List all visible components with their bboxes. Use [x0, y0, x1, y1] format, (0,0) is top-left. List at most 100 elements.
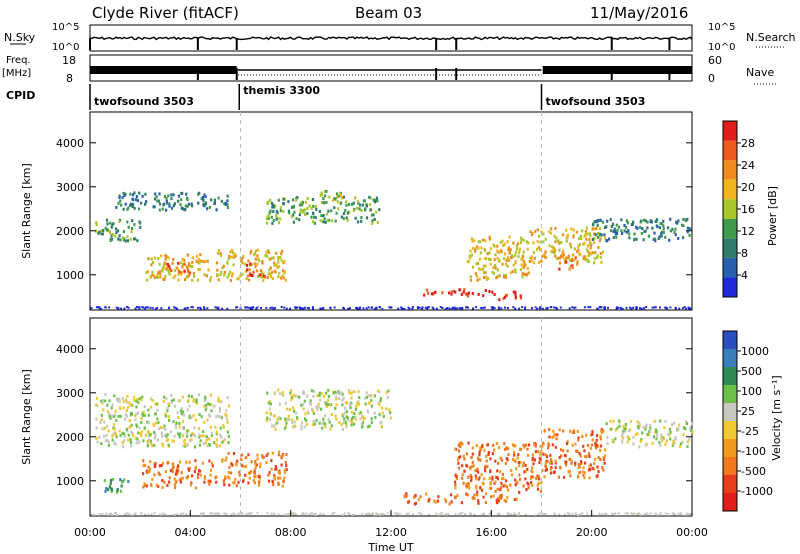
heatmap-cell	[592, 228, 594, 231]
heatmap-cell	[251, 274, 253, 277]
heatmap-cell	[178, 422, 180, 425]
heatmap-cell	[132, 193, 134, 196]
heatmap-cell	[521, 263, 523, 266]
heatmap-cell	[149, 460, 151, 463]
heatmap-cell	[334, 407, 336, 410]
heatmap-cell	[502, 485, 504, 488]
freq-unit: [MHz]	[2, 68, 31, 79]
heatmap-cell	[266, 392, 268, 395]
heatmap-cell	[266, 454, 268, 457]
heatmap-cell	[454, 496, 456, 499]
ground-scatter-cell	[231, 513, 233, 515]
heatmap-cell	[288, 418, 290, 421]
heatmap-cell	[534, 230, 536, 233]
ground-scatter-cell	[667, 514, 669, 516]
heatmap-cell	[163, 396, 165, 399]
heatmap-cell	[585, 232, 587, 235]
ground-scatter-cell	[518, 308, 520, 310]
heatmap-cell	[381, 425, 383, 428]
heatmap-cell	[577, 260, 579, 263]
heatmap-cell	[188, 262, 190, 265]
heatmap-cell	[510, 271, 512, 274]
heatmap-cell	[111, 434, 113, 437]
heatmap-cell	[126, 395, 128, 398]
heatmap-cell	[489, 258, 491, 261]
heatmap-cell	[554, 227, 556, 230]
heatmap-cell	[210, 426, 212, 429]
heatmap-cell	[548, 428, 550, 431]
heatmap-cell	[153, 275, 155, 278]
heatmap-cell	[244, 474, 246, 477]
heatmap-cell	[292, 406, 294, 409]
heatmap-cell	[202, 430, 204, 433]
heatmap-cell	[454, 487, 456, 490]
ground-scatter-cell	[295, 307, 297, 309]
heatmap-cell	[472, 464, 474, 467]
heatmap-cell	[271, 216, 273, 219]
ground-scatter-cell	[632, 513, 634, 515]
heatmap-cell	[216, 208, 218, 211]
heatmap-cell	[341, 399, 343, 402]
ground-scatter-cell	[638, 514, 640, 516]
heatmap-cell	[220, 400, 222, 403]
heatmap-cell	[218, 397, 220, 400]
heatmap-cell	[585, 238, 587, 241]
heatmap-cell	[165, 470, 167, 473]
heatmap-cell	[563, 253, 565, 256]
ground-scatter-cell	[283, 307, 285, 309]
heatmap-cell	[227, 431, 229, 434]
ground-scatter-cell	[375, 514, 377, 516]
heatmap-cell	[495, 490, 497, 493]
heatmap-cell	[477, 499, 479, 502]
heatmap-cell	[638, 426, 640, 429]
heatmap-cell	[241, 454, 243, 457]
heatmap-cell	[156, 195, 158, 198]
heatmap-cell	[147, 270, 149, 273]
heatmap-cell	[325, 402, 327, 405]
heatmap-cell	[159, 263, 161, 266]
heatmap-cell	[266, 411, 268, 414]
heatmap-cell	[325, 190, 327, 193]
colorbar-tick-label: -1000	[741, 485, 773, 498]
heatmap-cell	[593, 227, 595, 230]
heatmap-cell	[247, 260, 249, 263]
heatmap-cell	[249, 273, 251, 276]
heatmap-cell	[542, 453, 544, 456]
heatmap-cell	[204, 476, 206, 479]
heatmap-cell	[197, 476, 199, 479]
heatmap-cell	[474, 249, 476, 252]
heatmap-cell	[380, 397, 382, 400]
heatmap-cell	[255, 258, 257, 261]
heatmap-cell	[490, 481, 492, 484]
ground-scatter-cell	[399, 513, 401, 515]
heatmap-cell	[359, 418, 361, 421]
heatmap-cell	[123, 400, 125, 403]
heatmap-cell	[572, 266, 574, 269]
heatmap-cell	[331, 219, 333, 222]
heatmap-cell	[341, 216, 343, 219]
heatmap-cell	[187, 254, 189, 257]
heatmap-cell	[518, 464, 520, 467]
ground-scatter-cell	[97, 306, 99, 308]
ground-scatter-cell	[411, 308, 413, 310]
heatmap-cell	[606, 436, 608, 439]
heatmap-cell	[139, 226, 141, 229]
heatmap-cell	[327, 389, 329, 392]
heatmap-cell	[255, 466, 257, 469]
heatmap-cell	[153, 424, 155, 427]
heatmap-cell	[332, 199, 334, 202]
heatmap-cell	[141, 417, 143, 420]
ground-scatter-cell	[252, 306, 254, 308]
colorbar-segment	[723, 180, 737, 200]
heatmap-cell	[523, 444, 525, 447]
heatmap-cell	[281, 250, 283, 253]
heatmap-cell	[218, 278, 220, 281]
heatmap-cell	[319, 399, 321, 402]
heatmap-cell	[232, 255, 234, 258]
heatmap-cell	[596, 434, 598, 437]
heatmap-cell	[168, 481, 170, 484]
heatmap-cell	[124, 194, 126, 197]
colorbar-segment	[723, 331, 737, 349]
heatmap-cell	[213, 202, 215, 205]
heatmap-cell	[480, 251, 482, 254]
